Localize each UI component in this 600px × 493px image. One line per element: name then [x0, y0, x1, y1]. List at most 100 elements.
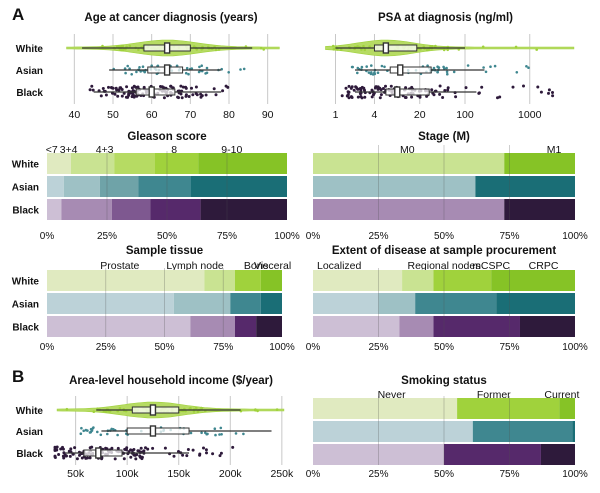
income-dot-black	[88, 446, 92, 450]
age-dot-white	[259, 46, 263, 50]
tissue-category-label: Visceral	[254, 260, 291, 272]
smoking-bar-white-0	[313, 398, 458, 419]
gleason-bar-asian-3	[138, 176, 191, 197]
group-label-asian: Asian	[12, 300, 39, 311]
psa-dot-black	[438, 84, 442, 88]
age-dot-black	[91, 88, 95, 92]
smoking-bar-asian-0	[313, 421, 473, 442]
age-dot-asian	[126, 64, 129, 68]
age-dot-black	[88, 88, 92, 92]
income-dot-black	[139, 446, 143, 450]
income-dot-black	[218, 454, 222, 458]
income-dot-black	[211, 452, 215, 456]
stage-bar-asian-0	[313, 176, 476, 197]
income-dot-white	[92, 410, 96, 414]
smoking-bar-asian-2	[572, 421, 575, 442]
gleason-category-label: 8	[171, 144, 177, 156]
gleason-bar-black-0	[47, 199, 62, 220]
income-dot-black	[123, 447, 127, 451]
income-chart: Area-level household income ($/year) 50k 1…	[16, 375, 294, 480]
gleason-xtick-label: 75%	[217, 231, 237, 242]
psa-dot-asian	[436, 70, 439, 74]
income-dot-asian	[204, 431, 207, 435]
psa-dot-black	[404, 86, 408, 90]
age-dot-asian	[150, 64, 153, 67]
income-tick-label: 150k	[167, 468, 191, 480]
income-dot-black	[163, 446, 167, 450]
smoking-bar-white-2	[559, 398, 575, 419]
age-dot-white	[117, 45, 121, 48]
group-label-asian: Asian	[16, 427, 43, 438]
income-dot-asian	[242, 432, 245, 436]
psa-dot-white	[331, 44, 335, 48]
age-dot-asian	[185, 66, 189, 70]
age-title: Age at cancer diagnosis (years)	[84, 12, 257, 24]
psa-dot-white	[442, 48, 446, 52]
psa-dot-asian	[527, 66, 530, 69]
age-dot-black	[114, 86, 118, 90]
age-dot-asian	[204, 72, 207, 75]
income-dot-asian	[79, 432, 83, 436]
age-dot-black	[130, 86, 134, 90]
income-dot-black	[53, 445, 57, 449]
stage-xtick-label: 50%	[434, 231, 454, 242]
gleason-chart: Gleason score<7 3+4 4+3 8 9-100% 25% 50% 75% 100…	[12, 131, 300, 242]
extent-chart: Extent of disease at sample procurement L…	[306, 245, 588, 353]
income-dot-black	[69, 447, 73, 451]
age-dot-black	[199, 92, 203, 96]
age-dot-white	[101, 44, 104, 48]
age-dot-black	[224, 84, 228, 88]
age-median-white	[163, 42, 171, 54]
psa-dot-black	[350, 85, 354, 89]
income-dot-asian	[92, 426, 95, 429]
tissue-xtick-label: 100%	[269, 342, 295, 353]
psa-dot-asian	[489, 65, 492, 68]
smoking-xtick-label: 100%	[562, 469, 588, 480]
psa-dot-black	[363, 95, 367, 99]
psa-dot-black	[438, 92, 442, 96]
stage-chart: Stage (M)M0 M10% 25% 50% 75% 100%	[306, 131, 588, 242]
income-dot-black	[151, 446, 155, 450]
psa-dot-black	[358, 92, 362, 96]
extent-bar-asian-2	[415, 293, 497, 314]
group-label-black: Black	[12, 323, 39, 334]
income-dot-white	[108, 410, 111, 413]
income-dot-black	[172, 454, 176, 458]
age-dot-black	[212, 87, 216, 91]
gleason-bar-black-3	[150, 199, 201, 220]
age-dot-white	[137, 48, 140, 51]
age-dot-asian	[135, 70, 138, 74]
income-dot-white	[256, 409, 259, 413]
income-dot-black	[133, 453, 137, 457]
extent-bar-asian-3	[496, 293, 575, 314]
psa-dot-asian	[525, 65, 528, 68]
psa-dot-black	[370, 95, 374, 99]
income-dot-white	[195, 406, 198, 410]
psa-dot-black	[340, 94, 344, 98]
income-dot-asian	[82, 429, 85, 433]
income-dot-white	[200, 406, 203, 410]
age-dot-black	[190, 86, 193, 90]
gleason-xtick-label: 25%	[97, 231, 117, 242]
tissue-chart: Sample tissue Prostate Lymph node BoneVisce…	[12, 245, 295, 353]
income-dot-white	[189, 407, 192, 410]
income-dot-asian	[80, 426, 83, 430]
income-tick-label: 200k	[219, 468, 243, 480]
age-dot-black	[90, 84, 94, 88]
extent-xtick-label: 50%	[434, 342, 454, 353]
age-tick-label: 90	[262, 109, 274, 121]
group-label-white: White	[16, 44, 44, 55]
psa-dot-asian	[432, 66, 436, 70]
psa-dot-black	[446, 86, 450, 90]
psa-dot-white	[363, 48, 367, 52]
age-dot-black	[131, 92, 135, 96]
income-dot-white	[65, 407, 69, 411]
income-dot-asian	[218, 433, 221, 436]
group-label-black: Black	[16, 88, 43, 99]
income-tick-label: 100k	[116, 468, 140, 480]
age-dot-white	[121, 44, 125, 48]
age-dot-black	[194, 85, 198, 89]
income-dot-black	[116, 446, 120, 450]
age-dot-black	[101, 87, 105, 90]
